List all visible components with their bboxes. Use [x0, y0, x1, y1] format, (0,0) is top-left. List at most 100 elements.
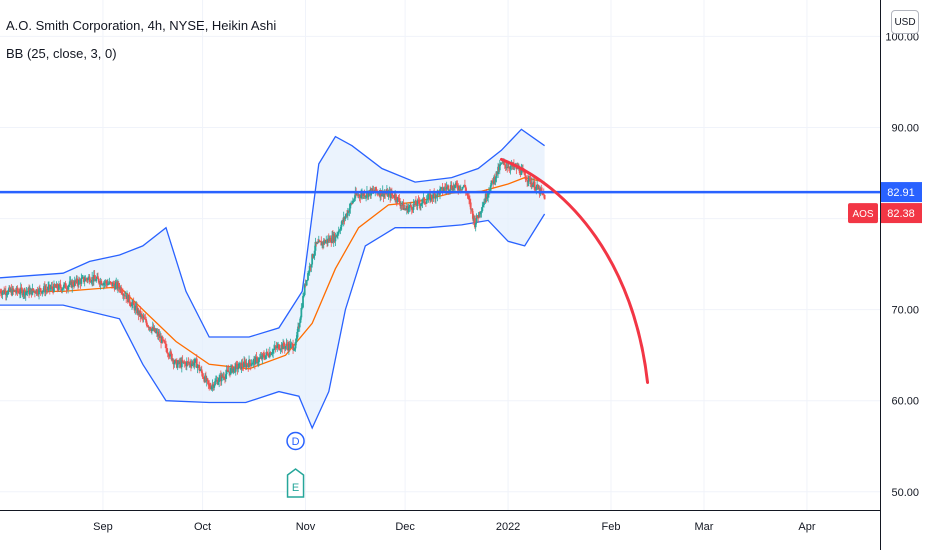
candle-body: [218, 377, 221, 382]
symbol-text: AOS: [852, 209, 873, 220]
currency-button[interactable]: USD: [891, 10, 919, 34]
candle-body: [298, 322, 301, 328]
candle-body: [198, 364, 201, 371]
candle-body: [450, 184, 453, 190]
candle-body: [432, 192, 435, 199]
candle-body: [341, 220, 343, 225]
candle-body: [503, 161, 506, 165]
candle-body: [194, 359, 196, 363]
candle-body: [36, 289, 39, 294]
candle-body: [339, 229, 342, 231]
candle: [441, 182, 444, 196]
candle-body: [504, 164, 507, 168]
symbol-badge: [848, 203, 878, 224]
candle-body: [424, 203, 427, 204]
candle: [292, 339, 294, 355]
candle-body: [466, 192, 469, 196]
candle: [300, 303, 303, 320]
candle: [190, 359, 193, 369]
candle-body: [264, 355, 267, 359]
candle-body: [476, 215, 479, 218]
candle: [308, 262, 311, 276]
candle-body: [278, 344, 280, 350]
candle-body: [4, 290, 7, 296]
y-tick-label: 50.00: [891, 487, 919, 499]
candle-body: [42, 290, 45, 292]
arrow-drawing[interactable]: [499, 157, 650, 384]
candle: [80, 273, 83, 287]
candle-body: [524, 175, 527, 180]
candle-body: [529, 177, 532, 185]
candle-body: [475, 215, 478, 224]
candle-body: [344, 216, 347, 220]
candle-body: [270, 353, 273, 355]
candle-body: [430, 194, 433, 198]
candle-body: [265, 351, 268, 356]
candle-body: [433, 192, 436, 194]
candle-body: [439, 187, 442, 190]
candle-body: [28, 290, 31, 295]
candle-body: [346, 210, 349, 216]
candle: [464, 184, 467, 196]
candle-body: [472, 213, 475, 221]
hline-price-label: 82.91: [881, 182, 922, 203]
candle: [264, 355, 267, 360]
candle-body: [441, 187, 444, 192]
candle: [103, 279, 106, 288]
candle-body: [355, 191, 358, 195]
dividend-marker[interactable]: D: [286, 431, 305, 451]
candle: [418, 197, 421, 209]
candle: [19, 282, 22, 299]
candle: [543, 194, 546, 200]
candle-body: [336, 233, 339, 235]
candle: [108, 277, 111, 285]
candle-body: [214, 381, 216, 386]
candle: [18, 287, 20, 295]
candle-body: [187, 361, 190, 364]
candle: [141, 311, 143, 321]
candle: [84, 275, 87, 282]
candle: [421, 198, 424, 209]
candle-body: [73, 280, 76, 286]
candle-body: [302, 294, 305, 297]
candle-body: [460, 189, 463, 191]
candle-body: [63, 284, 65, 289]
candle-body: [252, 360, 255, 364]
candle-body: [128, 295, 131, 303]
x-tick-label: Mar: [695, 521, 714, 533]
candle: [334, 232, 337, 247]
candle: [395, 193, 397, 205]
candle-body: [426, 198, 429, 201]
candle-body: [258, 357, 261, 359]
earnings-icon: [286, 468, 305, 498]
candle-body: [78, 279, 81, 281]
candle-body: [375, 187, 377, 192]
candle: [278, 343, 280, 351]
candle-body: [72, 281, 74, 286]
legend-indicator[interactable]: BB (25, close, 3, 0): [6, 46, 117, 61]
candle-body: [65, 288, 68, 290]
candle: [165, 344, 168, 354]
candle: [317, 235, 320, 243]
earnings-marker[interactable]: E: [286, 468, 305, 498]
candle-body: [400, 205, 403, 206]
candle: [47, 281, 50, 293]
candle-body: [348, 208, 351, 213]
candle: [194, 358, 196, 368]
candle: [198, 361, 201, 374]
candle-body: [330, 242, 333, 244]
candle-body: [84, 278, 87, 281]
candle: [0, 289, 2, 297]
candle-body: [131, 303, 133, 307]
candle-body: [455, 182, 458, 185]
legend-title[interactable]: A.O. Smith Corporation, 4h, NYSE, Heikin…: [6, 18, 277, 33]
candle-body: [267, 353, 270, 357]
candle-body: [459, 186, 461, 190]
candle: [32, 288, 35, 293]
candle-body: [16, 287, 19, 292]
candle-body: [337, 230, 340, 234]
candle-body: [486, 197, 489, 199]
candle: [102, 281, 105, 290]
candle-body: [105, 281, 108, 284]
